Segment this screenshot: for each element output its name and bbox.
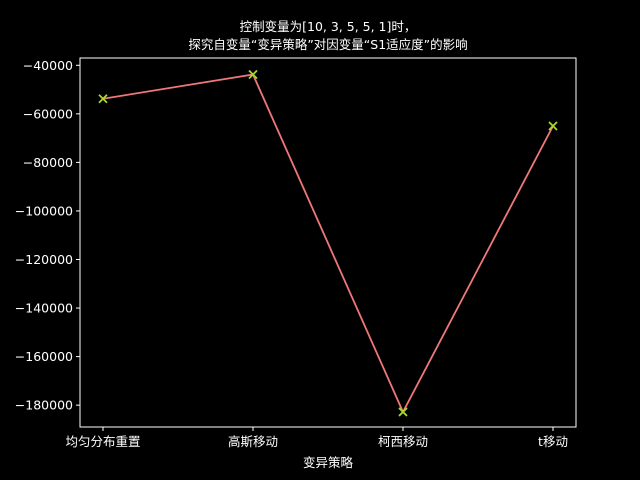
series-line bbox=[102, 73, 554, 415]
data-point-marker bbox=[548, 121, 558, 131]
series-group bbox=[98, 69, 558, 417]
y-tick-label: −140000 bbox=[15, 301, 73, 316]
chart-title-line-2: 探究自变量“变异策略”对因变量“S1适应度”的影响 bbox=[188, 37, 467, 52]
x-tick-label: 均匀分布重置 bbox=[65, 434, 140, 449]
x-axis-label: 变异策略 bbox=[303, 455, 354, 470]
x-tick-label: t移动 bbox=[538, 434, 568, 449]
data-point-marker bbox=[248, 69, 258, 80]
y-tick-label: −120000 bbox=[15, 252, 73, 267]
x-axis: 均匀分布重置 高斯移动 柯西移动 t移动 bbox=[65, 427, 568, 449]
y-tick-label: −160000 bbox=[15, 349, 73, 364]
y-tick-label: −60000 bbox=[23, 106, 73, 121]
x-tick-label: 高斯移动 bbox=[228, 434, 278, 449]
chart-title-line-1: 控制变量为[10, 3, 5, 5, 1]时， bbox=[240, 19, 417, 34]
y-axis: −40000 −60000 −80000 −100000 −120000 −140000 −… bbox=[15, 58, 80, 413]
data-point-marker bbox=[98, 94, 108, 104]
y-tick-label: −80000 bbox=[23, 155, 73, 170]
y-tick-label: −180000 bbox=[15, 398, 73, 413]
y-tick-label: −40000 bbox=[23, 58, 73, 73]
data-point-marker bbox=[398, 407, 408, 417]
x-tick-label: 柯西移动 bbox=[378, 434, 428, 449]
plot-frame bbox=[79, 57, 577, 428]
y-tick-label: −100000 bbox=[15, 203, 73, 218]
